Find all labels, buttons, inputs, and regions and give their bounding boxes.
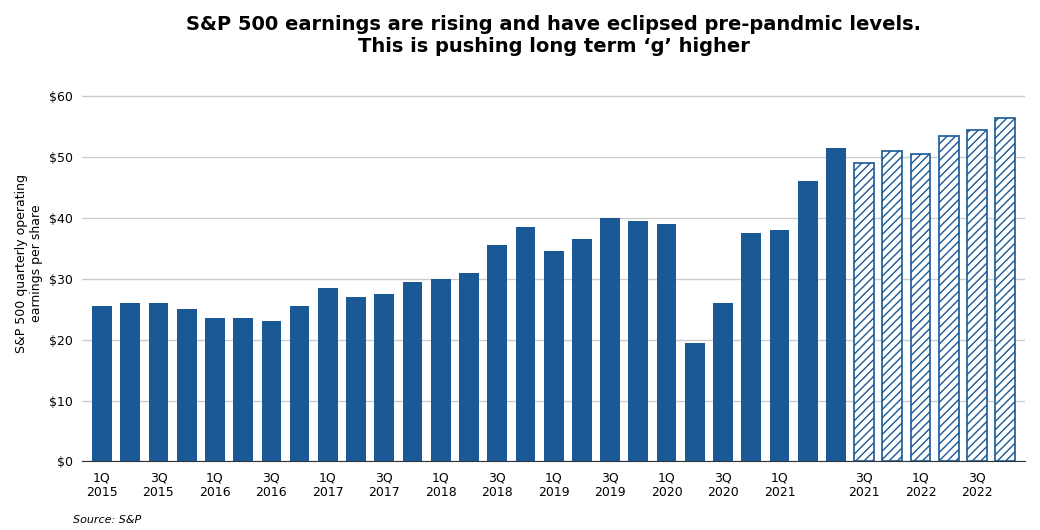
Bar [318,288,338,462]
Bar [121,303,140,462]
Bar [261,321,281,462]
Bar [770,230,789,462]
Bar [911,154,931,462]
Bar [346,297,366,462]
Bar [93,306,112,462]
Y-axis label: S&P 500 quarterly operating
earnings per share: S&P 500 quarterly operating earnings per… [15,174,43,353]
Bar [967,130,987,462]
Bar [628,221,648,462]
Title: S&P 500 earnings are rising and have eclipsed pre-pandmic levels.
This is pushin: S&P 500 earnings are rising and have ecl… [186,15,921,56]
Bar [572,240,592,462]
Bar [544,251,564,462]
Bar [233,319,253,462]
Bar [656,224,676,462]
Bar [149,303,168,462]
Bar [854,163,874,462]
Bar [431,279,450,462]
Bar [488,245,508,462]
Bar [742,233,761,462]
Bar [374,294,394,462]
Bar [600,218,620,462]
Bar [826,148,846,462]
Bar [205,319,225,462]
Bar [883,151,903,462]
Text: Source: S&P: Source: S&P [73,515,141,525]
Bar [516,227,536,462]
Bar [685,343,705,462]
Bar [995,118,1015,462]
Bar [459,273,478,462]
Bar [290,306,310,462]
Bar [798,181,817,462]
Bar [713,303,733,462]
Bar [939,136,959,462]
Bar [177,310,197,462]
Bar [402,282,422,462]
